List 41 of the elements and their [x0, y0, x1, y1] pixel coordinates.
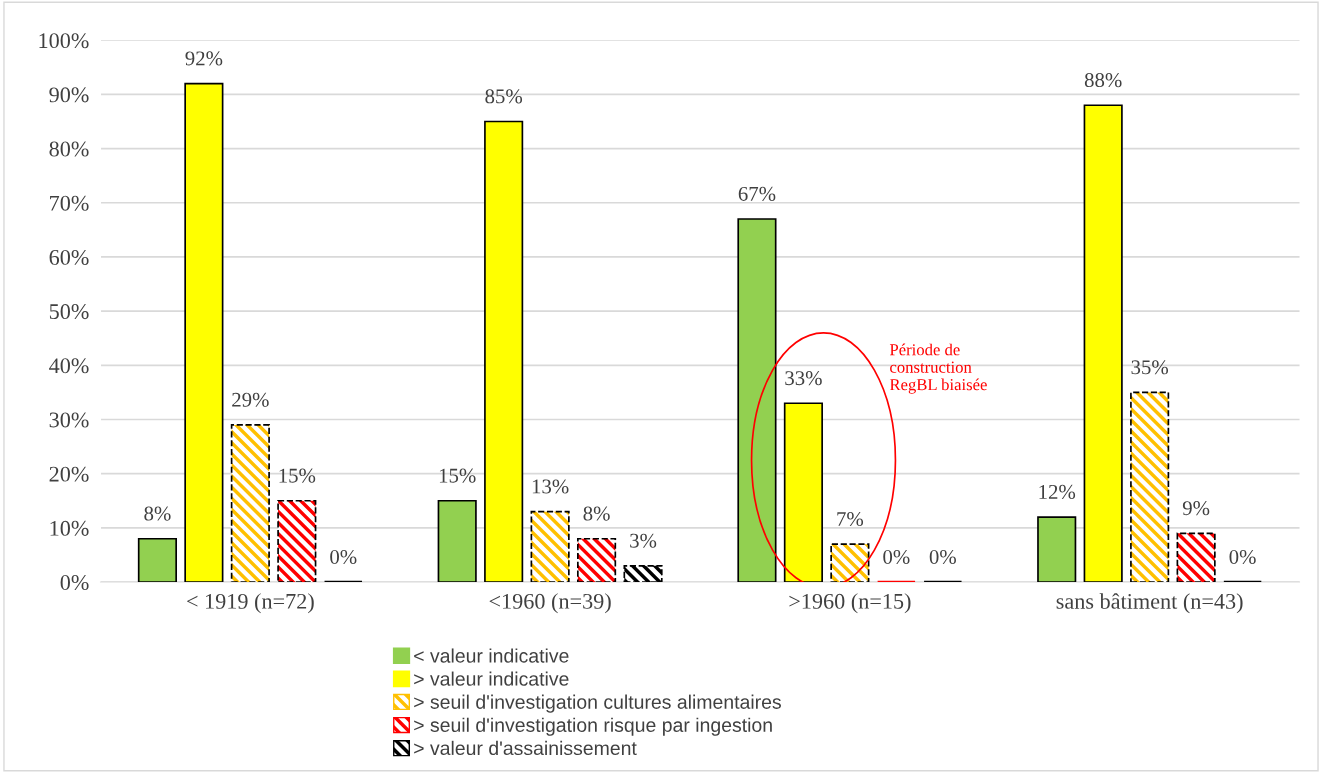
x-tick-label: sans bâtiment (n=43)	[1056, 593, 1243, 614]
data-label: 0%	[330, 549, 357, 565]
legend-label: > valeur d'assainissement	[414, 740, 637, 756]
data-label: 7%	[837, 511, 864, 527]
data-label: 3%	[630, 533, 657, 548]
data-label: 92%	[185, 51, 223, 66]
y-tick-label: 40%	[49, 358, 89, 374]
data-label: 8%	[583, 506, 610, 521]
data-label: 88%	[1084, 73, 1122, 88]
legend-label: > seuil d'investigation cultures alimentaires	[414, 694, 781, 713]
y-tick-label: 30%	[49, 412, 89, 428]
data-label: 9%	[1182, 501, 1210, 516]
annotation: Période de construction RegBL biaisée	[889, 343, 987, 394]
data-label: 35%	[1131, 360, 1169, 375]
data-label: 0%	[1229, 549, 1256, 565]
data-label: 15%	[439, 468, 476, 483]
data-label: 13%	[532, 479, 569, 494]
data-label: 0%	[883, 549, 910, 565]
y-tick-label: 0%	[60, 575, 89, 591]
y-tick-label: 50%	[49, 304, 89, 320]
legend-label: > seuil d'investigation risque par ingestion	[414, 717, 772, 736]
legend-label: > valeur indicative	[414, 671, 569, 686]
x-tick-label: < 1919 (n=72)	[187, 593, 314, 614]
legend-label: < valeur indicative	[414, 648, 569, 663]
data-label: 0%	[929, 549, 956, 565]
data-label: 8%	[144, 506, 171, 521]
y-tick-label: 20%	[49, 466, 89, 482]
x-tick-label: <1960 (n=39)	[489, 593, 611, 614]
y-tick-label: 60%	[49, 249, 89, 265]
x-tick-label: >1960 (n=15)	[789, 593, 911, 614]
data-label: 33%	[785, 371, 822, 386]
data-label: 85%	[485, 89, 523, 104]
y-tick-label: 80%	[49, 141, 89, 157]
data-label: 29%	[232, 392, 269, 407]
y-tick-label: 90%	[49, 87, 89, 103]
y-tick-label: 70%	[50, 195, 89, 211]
data-label: 12%	[1039, 484, 1076, 499]
data-label: 67%	[738, 186, 776, 201]
y-tick-label: 10%	[50, 520, 89, 536]
y-tick-label: 100%	[39, 33, 89, 49]
data-label: 15%	[279, 468, 316, 483]
